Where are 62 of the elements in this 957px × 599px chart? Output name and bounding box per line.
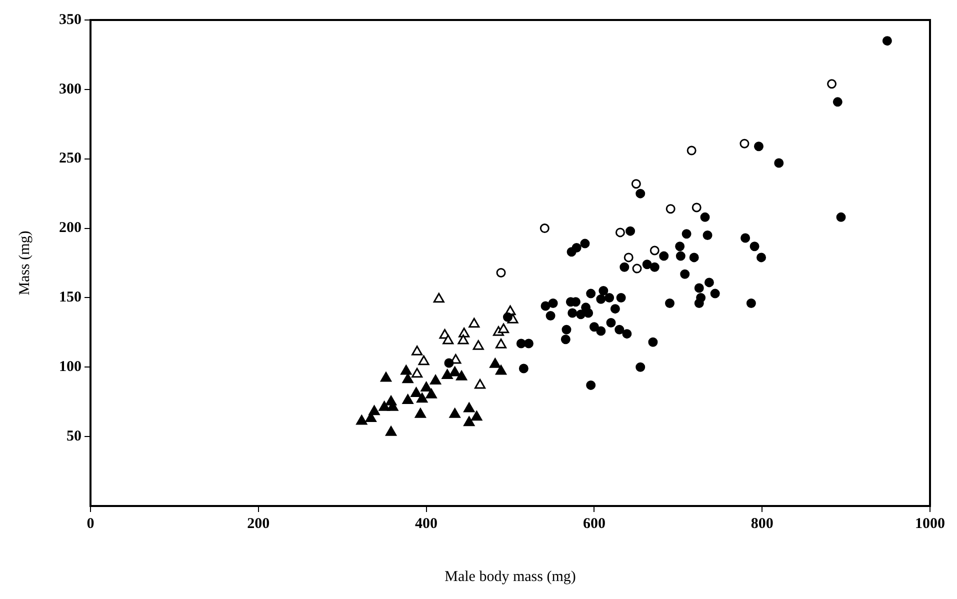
x-tick-label: 200 bbox=[247, 516, 270, 532]
point bbox=[496, 268, 506, 278]
point bbox=[433, 292, 444, 303]
point bbox=[386, 426, 397, 436]
point bbox=[420, 382, 432, 392]
point bbox=[414, 408, 426, 418]
y-tick-label: 250 bbox=[59, 150, 82, 167]
point bbox=[368, 405, 380, 416]
y-tick-label: 300 bbox=[59, 81, 82, 98]
point bbox=[402, 373, 414, 384]
point bbox=[418, 355, 430, 366]
x-tick-label: 1000 bbox=[915, 516, 945, 532]
point bbox=[496, 338, 507, 348]
y-tick-label: 200 bbox=[59, 220, 82, 236]
point bbox=[442, 369, 453, 379]
x-tick-label: 800 bbox=[750, 516, 774, 532]
point bbox=[827, 79, 837, 89]
point bbox=[474, 378, 486, 389]
point bbox=[458, 328, 470, 338]
point bbox=[615, 228, 625, 238]
point bbox=[624, 252, 634, 262]
point bbox=[449, 408, 460, 418]
x-tick-label: 600 bbox=[582, 516, 606, 532]
point bbox=[430, 374, 442, 385]
point bbox=[666, 204, 676, 214]
point bbox=[378, 401, 390, 411]
point bbox=[471, 410, 482, 421]
point bbox=[632, 264, 642, 274]
point bbox=[426, 388, 437, 398]
point bbox=[464, 402, 475, 412]
y-tick-label: 50 bbox=[66, 428, 82, 444]
point bbox=[686, 146, 696, 156]
point bbox=[740, 138, 750, 148]
point bbox=[464, 416, 475, 426]
point bbox=[458, 334, 469, 344]
point bbox=[442, 334, 454, 344]
point bbox=[540, 224, 550, 234]
y-axis-title: Mass (mg) bbox=[16, 230, 33, 296]
point bbox=[456, 370, 468, 380]
point bbox=[410, 387, 422, 398]
point bbox=[449, 366, 460, 376]
y-tick-label: 350 bbox=[59, 12, 82, 28]
point bbox=[402, 394, 414, 404]
point bbox=[416, 392, 428, 403]
point bbox=[496, 365, 507, 375]
point bbox=[412, 368, 423, 378]
point bbox=[490, 358, 501, 368]
point bbox=[400, 365, 412, 375]
point bbox=[472, 340, 484, 350]
point bbox=[380, 372, 392, 382]
y-tick-label: 150 bbox=[59, 290, 82, 306]
x-axis-title: Male body mass (mg) bbox=[444, 568, 576, 585]
point bbox=[498, 323, 510, 334]
point bbox=[650, 246, 660, 256]
point bbox=[468, 318, 480, 328]
point bbox=[412, 346, 423, 356]
x-tick-label: 400 bbox=[415, 516, 438, 532]
point bbox=[356, 415, 368, 425]
point bbox=[692, 202, 702, 212]
x-tick-label: 0 bbox=[86, 516, 94, 532]
y-tick-label: 100 bbox=[59, 359, 82, 376]
point bbox=[631, 179, 641, 189]
